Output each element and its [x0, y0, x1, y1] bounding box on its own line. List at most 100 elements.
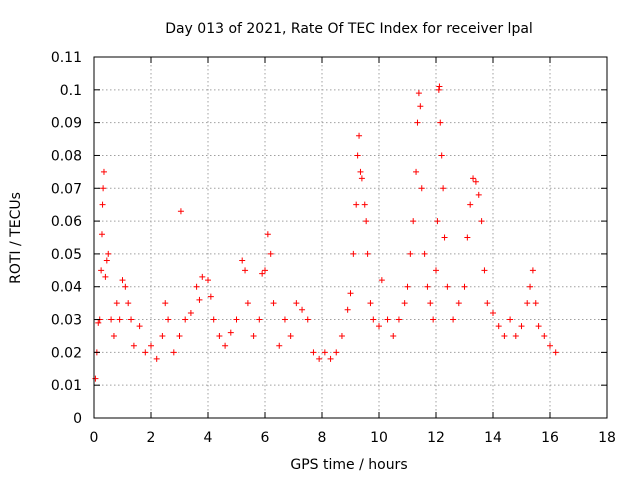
data-point	[98, 231, 105, 238]
chart-title: Day 013 of 2021, Rate Of TEC Index for r…	[165, 21, 533, 37]
data-point	[316, 355, 323, 362]
data-point	[256, 316, 263, 323]
data-point	[103, 257, 110, 264]
data-point	[378, 277, 385, 284]
y-tick-labels: 0 0.01 0.02 0.03 0.04 0.05 0.06 0.07 0.08 0.09 0.1…	[51, 50, 82, 427]
data-point	[293, 300, 300, 307]
data-point	[130, 342, 137, 349]
x-tick-labels: 0 2 4 6 8 10 12 14 16 18	[90, 430, 616, 446]
data-point	[472, 178, 479, 185]
x-tick-label: 4	[204, 430, 213, 446]
y-tick-label: 0.05	[51, 247, 82, 263]
data-point	[267, 250, 274, 257]
data-point	[270, 300, 277, 307]
data-point	[196, 296, 203, 303]
data-point	[193, 283, 200, 290]
data-point	[162, 300, 169, 307]
data-point	[532, 300, 539, 307]
data-point	[205, 277, 211, 284]
data-point	[384, 316, 391, 323]
y-tick-label: 0.02	[51, 345, 82, 361]
x-tick-label: 0	[90, 430, 99, 446]
data-point	[527, 283, 534, 290]
data-point	[102, 273, 109, 280]
data-point	[227, 329, 234, 336]
data-point	[430, 316, 437, 323]
data-point	[395, 316, 402, 323]
data-point	[153, 355, 160, 362]
data-point	[435, 86, 442, 93]
data-point	[299, 306, 306, 313]
data-point	[529, 267, 536, 274]
data-point	[450, 316, 457, 323]
data-point	[414, 119, 421, 126]
data-point	[444, 283, 451, 290]
data-point	[358, 175, 365, 182]
data-point	[518, 323, 525, 330]
data-point	[415, 90, 422, 97]
x-tick-label: 12	[427, 430, 445, 446]
plot-frame	[93, 56, 608, 419]
data-point	[148, 342, 154, 349]
data-point	[427, 300, 434, 307]
data-point	[108, 316, 115, 323]
data-point	[535, 323, 542, 330]
data-point	[207, 293, 214, 300]
data-point	[142, 349, 149, 356]
x-tick-label: 8	[318, 430, 327, 446]
data-point	[464, 234, 471, 241]
data-point	[478, 218, 485, 225]
data-point	[262, 267, 268, 274]
data-point	[159, 332, 166, 339]
data-point	[250, 332, 257, 339]
data-point	[244, 300, 251, 307]
data-point	[216, 332, 223, 339]
data-point	[361, 201, 368, 208]
data-point	[125, 300, 132, 307]
data-point	[187, 309, 194, 316]
data-point	[95, 319, 102, 326]
data-point	[547, 342, 553, 349]
data-point	[116, 316, 123, 323]
data-point	[353, 201, 360, 208]
x-tick-label: 18	[598, 430, 616, 446]
grid-lines	[94, 57, 607, 418]
y-tick-label: 0.03	[51, 313, 82, 329]
data-point	[113, 300, 120, 307]
data-point	[105, 250, 112, 257]
x-tick-label: 10	[370, 430, 388, 446]
data-point	[410, 218, 417, 225]
data-point	[338, 332, 345, 339]
data-point	[390, 332, 397, 339]
y-tick-label: 0.11	[51, 50, 82, 66]
data-point	[177, 208, 184, 215]
data-points	[92, 83, 559, 382]
data-point	[242, 267, 249, 274]
x-tick-label: 2	[147, 430, 156, 446]
y-tick-label: 0.01	[51, 378, 82, 394]
data-point	[438, 152, 445, 159]
data-point	[455, 300, 462, 307]
data-point	[239, 257, 246, 264]
data-point	[433, 267, 439, 274]
y-tick-label: 0.1	[60, 83, 82, 99]
data-point	[356, 132, 363, 139]
data-point	[370, 316, 377, 323]
data-point	[110, 332, 117, 339]
y-tick-label: 0.08	[51, 148, 82, 164]
data-point	[364, 250, 371, 257]
data-point	[222, 342, 229, 349]
y-tick-label: 0.07	[51, 181, 82, 197]
data-point	[170, 349, 177, 356]
data-point	[350, 250, 357, 257]
x-axis-label: GPS time / hours	[290, 457, 407, 473]
data-point	[122, 283, 129, 290]
data-point	[434, 218, 441, 225]
data-point	[501, 332, 508, 339]
data-point	[199, 273, 206, 280]
data-point	[417, 103, 424, 110]
x-tick-label: 6	[261, 430, 270, 446]
data-point	[210, 316, 217, 323]
y-tick-label: 0.04	[51, 280, 82, 296]
data-point	[354, 152, 361, 159]
